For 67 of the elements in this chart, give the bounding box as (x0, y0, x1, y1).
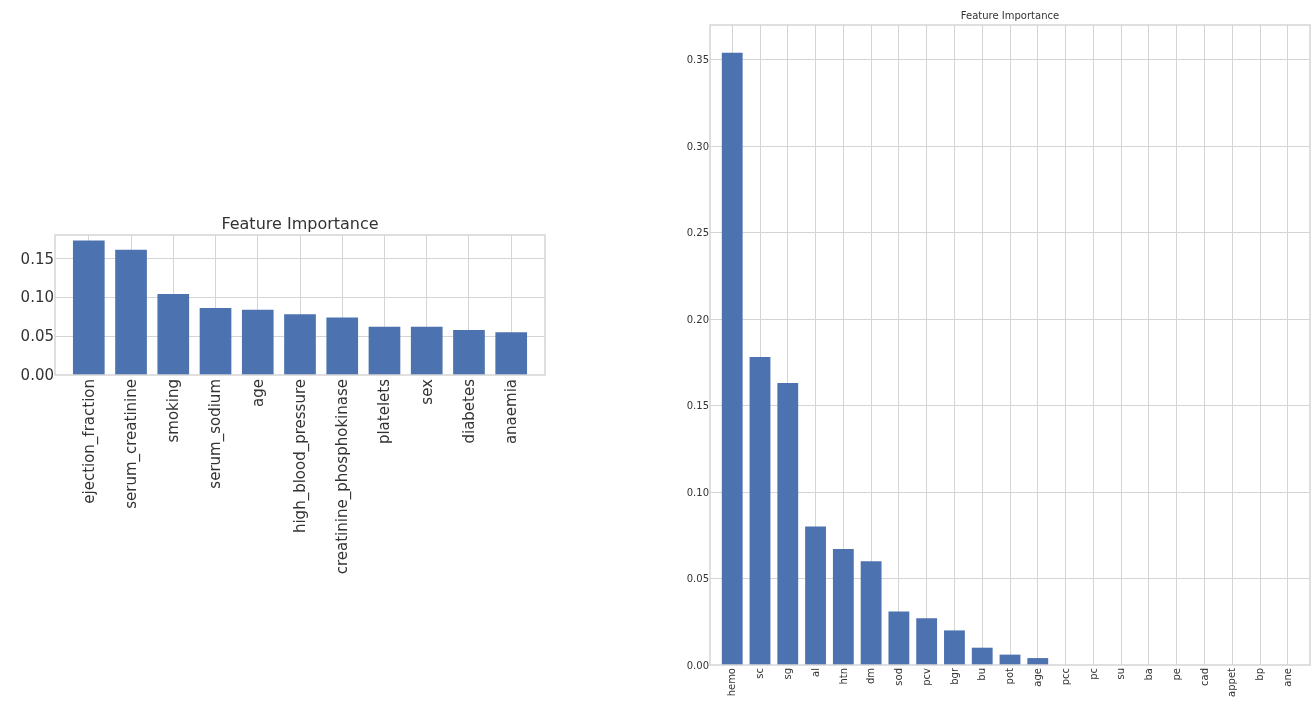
bar (721, 52, 743, 665)
y-tick-label: 0.00 (20, 366, 54, 385)
x-tick-label: platelets (375, 378, 394, 445)
y-tick-label: 0.25 (686, 227, 709, 239)
x-tick-label: htn (837, 668, 849, 685)
bar (157, 294, 190, 375)
bar (326, 317, 359, 375)
x-tick-label: bp (1254, 668, 1266, 681)
bar (199, 308, 232, 375)
y-tick-label: 0.15 (20, 249, 54, 268)
y-tick-label: 0.10 (686, 486, 709, 498)
bar (241, 309, 274, 375)
bar (495, 332, 528, 375)
bar (284, 314, 316, 375)
x-tick-label: smoking (164, 379, 183, 443)
bar (916, 618, 938, 665)
x-tick-label: ejection_fraction (79, 379, 99, 504)
x-tick-label: diabetes (459, 378, 478, 444)
bar (888, 611, 910, 665)
y-tick-label: 0.05 (20, 327, 54, 346)
bar (805, 526, 826, 665)
bar (410, 326, 443, 375)
x-tick-label: al (809, 668, 821, 677)
y-tick-label: 0.10 (20, 288, 54, 307)
y-tick-label: 0.15 (686, 400, 709, 412)
y-tick-label: 0.00 (686, 659, 709, 671)
x-tick-label: cad (1198, 668, 1210, 686)
chart-title: Feature Importance (221, 214, 379, 233)
x-tick-label: pot (1004, 667, 1016, 685)
y-tick-label: 0.05 (686, 573, 709, 585)
x-tick-label: sg (782, 668, 794, 680)
x-tick-label: pc (1087, 668, 1099, 680)
chart-title: Feature Importance (960, 10, 1060, 21)
x-tick-label: bgr (948, 667, 960, 685)
bar (749, 357, 771, 665)
y-tick-label: 0.30 (686, 140, 709, 152)
bar (832, 549, 854, 665)
x-tick-label: hemo (726, 668, 738, 697)
bar (72, 240, 105, 375)
x-tick-label: dm (865, 668, 877, 685)
x-tick-label: pe (1170, 668, 1182, 681)
y-tick-label: 0.35 (686, 54, 709, 66)
x-tick-label: su (1115, 668, 1127, 680)
x-tick-label: sex (417, 378, 436, 405)
bar (115, 249, 147, 375)
bar (777, 383, 799, 665)
x-tick-label: ane (1282, 668, 1294, 687)
x-tick-label: bu (976, 668, 988, 681)
x-tick-label: sc (754, 668, 766, 679)
x-tick-label: appet (1226, 667, 1238, 697)
bar (971, 647, 993, 665)
bar (453, 329, 485, 375)
x-tick-label: serum_creatinine (121, 379, 141, 509)
x-tick-label: high_blood_pressure (290, 379, 310, 534)
x-tick-label: age (1032, 668, 1044, 687)
x-tick-label: anaemia (502, 379, 521, 445)
x-tick-label: sod (893, 668, 905, 686)
bar (368, 326, 401, 375)
x-tick-label: age (248, 379, 267, 407)
x-tick-label: pcc (1059, 668, 1071, 686)
x-tick-label: creatinine_phosphokinase (333, 379, 353, 575)
x-tick-label: ba (1143, 668, 1155, 681)
bar (944, 630, 965, 665)
y-tick-label: 0.20 (686, 313, 709, 325)
bar (860, 561, 882, 665)
x-tick-label: serum_sodium (206, 379, 226, 489)
x-tick-label: pcv (920, 667, 932, 686)
